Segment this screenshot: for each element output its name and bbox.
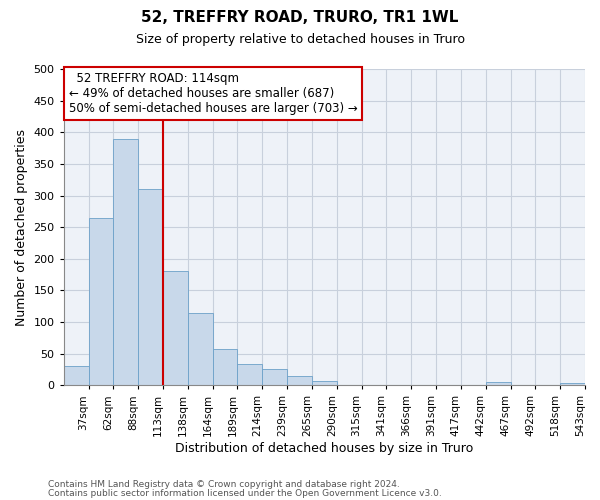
Text: Contains public sector information licensed under the Open Government Licence v3: Contains public sector information licen…	[48, 488, 442, 498]
Bar	[312, 381, 337, 386]
Bar	[560, 384, 585, 386]
Bar	[287, 376, 312, 386]
Bar	[138, 189, 163, 386]
Text: Size of property relative to detached houses in Truro: Size of property relative to detached ho…	[136, 32, 464, 46]
Text: 52, TREFFRY ROAD, TRURO, TR1 1WL: 52, TREFFRY ROAD, TRURO, TR1 1WL	[142, 10, 458, 25]
Bar	[212, 348, 238, 386]
Y-axis label: Number of detached properties: Number of detached properties	[15, 128, 28, 326]
Text: Contains HM Land Registry data © Crown copyright and database right 2024.: Contains HM Land Registry data © Crown c…	[48, 480, 400, 489]
Bar	[486, 382, 511, 386]
Bar	[163, 272, 188, 386]
X-axis label: Distribution of detached houses by size in Truro: Distribution of detached houses by size …	[175, 442, 473, 455]
Bar	[113, 138, 138, 386]
Bar	[188, 312, 212, 386]
Bar	[262, 370, 287, 386]
Bar	[238, 364, 262, 386]
Bar	[89, 218, 113, 386]
Bar	[64, 366, 89, 386]
Text: 52 TREFFRY ROAD: 114sqm
← 49% of detached houses are smaller (687)
50% of semi-d: 52 TREFFRY ROAD: 114sqm ← 49% of detache…	[69, 72, 358, 115]
